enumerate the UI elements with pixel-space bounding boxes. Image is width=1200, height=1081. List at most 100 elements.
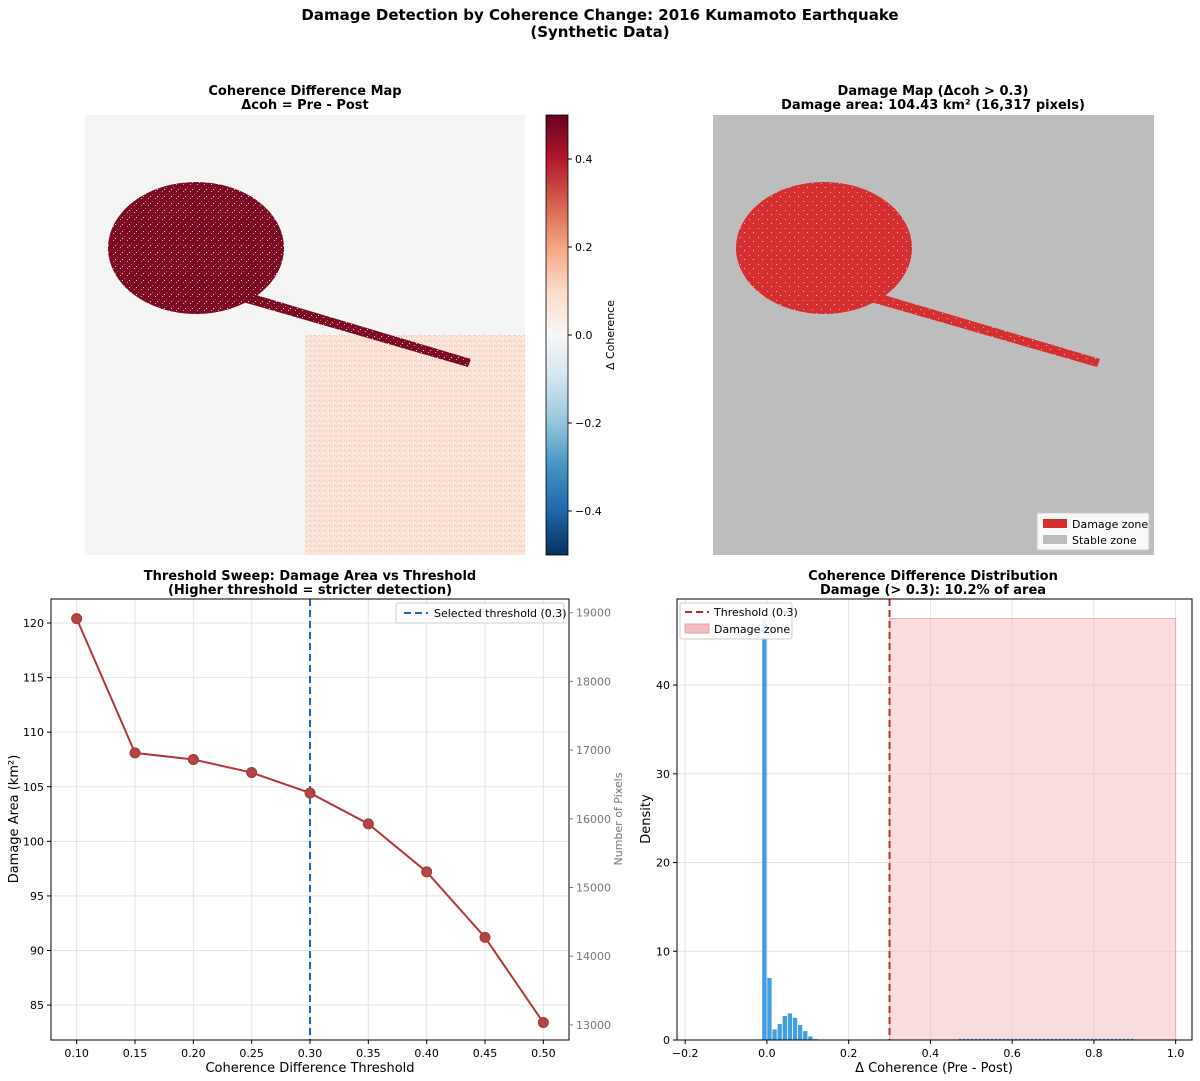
histogram-bar xyxy=(782,1016,787,1040)
histogram-bar xyxy=(767,977,772,1040)
threshold-sweep-title: Threshold Sweep: Damage Area vs Threshol… xyxy=(144,569,477,584)
distribution-y-ticks: 0 10 20 30 40 xyxy=(656,679,677,1047)
coherence-map-title: Coherence Difference Map xyxy=(208,84,401,99)
figure-subtitle: (Synthetic Data) xyxy=(530,23,669,41)
legend-selected-threshold-label: Selected threshold (0.3) xyxy=(434,607,567,620)
y2-tick-label: 19000 xyxy=(576,607,611,620)
coherence-map-lower-right-quadrant xyxy=(305,335,525,555)
threshold-sweep-xlabel: Coherence Difference Threshold xyxy=(205,1061,414,1076)
distribution-legend: Threshold (0.3) Damage zone xyxy=(679,602,798,640)
legend-damage-zone-swatch xyxy=(684,623,710,634)
x-tick-label: 0.2 xyxy=(840,1047,858,1060)
y-tick-label: 30 xyxy=(656,768,670,781)
damage-map-stable-area xyxy=(713,115,1154,555)
y-tick-label: 40 xyxy=(656,679,670,692)
y-tick-label: 110 xyxy=(23,726,44,739)
y2-tick-label: 16000 xyxy=(576,813,611,826)
x-tick-label: 0.0 xyxy=(758,1047,776,1060)
threshold-sweep-panel: Threshold Sweep: Damage Area vs Threshol… xyxy=(7,569,625,1076)
histogram-bar xyxy=(803,1031,808,1040)
y-tick-label: 100 xyxy=(23,835,44,848)
colorbar-tick-label: −0.2 xyxy=(575,417,602,430)
histogram-bar xyxy=(792,1017,798,1040)
coherence-map-subtitle: Δcoh = Pre - Post xyxy=(241,98,369,113)
figure-title: Damage Detection by Coherence Change: 20… xyxy=(301,6,898,24)
x-tick-label: 0.35 xyxy=(356,1047,381,1060)
colorbar-label: Δ Coherence xyxy=(604,300,617,370)
threshold-sweep-legend: Selected threshold (0.3) xyxy=(395,602,567,624)
y2-tick-label: 18000 xyxy=(576,675,611,688)
damage-area-point xyxy=(129,747,141,759)
damage-map-damage-circle xyxy=(736,182,912,314)
y2-tick-label: 17000 xyxy=(576,744,611,757)
legend-damage-swatch xyxy=(1043,519,1067,528)
distribution-title: Coherence Difference Distribution xyxy=(808,569,1058,584)
colorbar-tick-label: 0.4 xyxy=(575,153,593,166)
damage-area-point xyxy=(479,931,491,943)
histogram-bar xyxy=(797,1024,803,1040)
damage-area-point xyxy=(421,866,433,878)
x-tick-label: 0.15 xyxy=(123,1047,148,1060)
colorbar-gradient xyxy=(545,114,569,556)
coherence-map-damage-circle xyxy=(108,182,284,314)
x-tick-label: 0.50 xyxy=(531,1047,556,1060)
y-tick-label: 20 xyxy=(656,857,670,870)
x-tick-label: −0.2 xyxy=(672,1047,699,1060)
x-tick-label: 0.4 xyxy=(922,1047,940,1060)
legend-stable-label: Stable zone xyxy=(1072,534,1137,547)
x-tick-label: 0.25 xyxy=(239,1047,264,1060)
damage-map-panel: Damage Map (Δcoh > 0.3) Damage area: 104… xyxy=(713,84,1154,555)
threshold-sweep-ylabel: Damage Area (km²) xyxy=(7,755,22,884)
distribution-subtitle: Damage (> 0.3): 10.2% of area xyxy=(820,583,1046,598)
distribution-panel: Coherence Difference Distribution Damage… xyxy=(639,569,1193,1076)
coherence-map-panel: Coherence Difference Map Δcoh = Pre - Po… xyxy=(85,84,617,556)
damage-area-point xyxy=(246,767,258,779)
legend-damage-zone-label: Damage zone xyxy=(714,623,790,636)
x-tick-label: 0.40 xyxy=(414,1047,439,1060)
x-tick-label: 0.20 xyxy=(181,1047,206,1060)
damage-area-point xyxy=(537,1017,549,1029)
damage-map-legend: Damage zone Stable zone xyxy=(1036,512,1150,551)
damage-area-point xyxy=(71,613,83,625)
y-tick-label: 10 xyxy=(656,945,670,958)
threshold-sweep-y2label: Number of Pixels xyxy=(612,772,625,865)
distribution-frame xyxy=(676,598,1193,1041)
x-tick-label: 0.45 xyxy=(473,1047,498,1060)
damage-map-subtitle: Damage area: 104.43 km² (16,317 pixels) xyxy=(781,98,1085,113)
threshold-sweep-legend-box xyxy=(395,602,565,624)
y2-tick-label: 15000 xyxy=(576,882,611,895)
y-tick-label: 90 xyxy=(30,944,44,957)
colorbar: −0.4 −0.2 0.0 0.2 0.4 Δ Coherence xyxy=(545,114,617,556)
distribution-xlabel: Δ Coherence (Pre - Post) xyxy=(855,1061,1013,1076)
y2-tick-label: 13000 xyxy=(576,1019,611,1032)
y-tick-label: 0 xyxy=(663,1034,670,1047)
histogram-bar xyxy=(777,1024,782,1040)
legend-threshold-label: Threshold (0.3) xyxy=(713,606,798,619)
histogram-bar xyxy=(762,618,767,1040)
damage-zone-shading xyxy=(889,618,1177,1041)
distribution-x-ticks: −0.2 0.0 0.2 0.4 0.6 0.8 1.0 xyxy=(672,1040,1184,1060)
histogram-bar xyxy=(772,1029,777,1040)
y-tick-label: 105 xyxy=(23,781,44,794)
coherence-map-damage-strip xyxy=(243,292,471,367)
threshold-sweep-subtitle: (Higher threshold = stricter detection) xyxy=(168,583,452,598)
histogram-bar xyxy=(808,1036,813,1040)
damage-map-title: Damage Map (Δcoh > 0.3) xyxy=(838,84,1029,99)
threshold-sweep-y2-ticks: 13000 14000 15000 16000 17000 18000 19000 xyxy=(569,607,611,1032)
y-tick-label: 95 xyxy=(30,890,44,903)
x-tick-label: 0.30 xyxy=(298,1047,323,1060)
legend-stable-swatch xyxy=(1043,535,1067,544)
histogram-bar xyxy=(787,1013,793,1040)
y-tick-label: 120 xyxy=(23,617,44,630)
histogram-bars xyxy=(762,618,818,1040)
colorbar-tick-label: 0.0 xyxy=(575,329,593,342)
x-tick-label: 0.8 xyxy=(1085,1047,1103,1060)
colorbar-tick-label: 0.2 xyxy=(575,241,593,254)
distribution-ylabel: Density xyxy=(639,794,654,844)
damage-area-points xyxy=(71,613,549,1029)
x-tick-label: 0.10 xyxy=(64,1047,89,1060)
colorbar-tick-label: −0.4 xyxy=(575,505,602,518)
threshold-sweep-x-ticks: 0.10 0.15 0.20 0.25 0.30 0.35 0.40 0.45 0.50 xyxy=(64,1040,556,1060)
y2-tick-label: 14000 xyxy=(576,950,611,963)
